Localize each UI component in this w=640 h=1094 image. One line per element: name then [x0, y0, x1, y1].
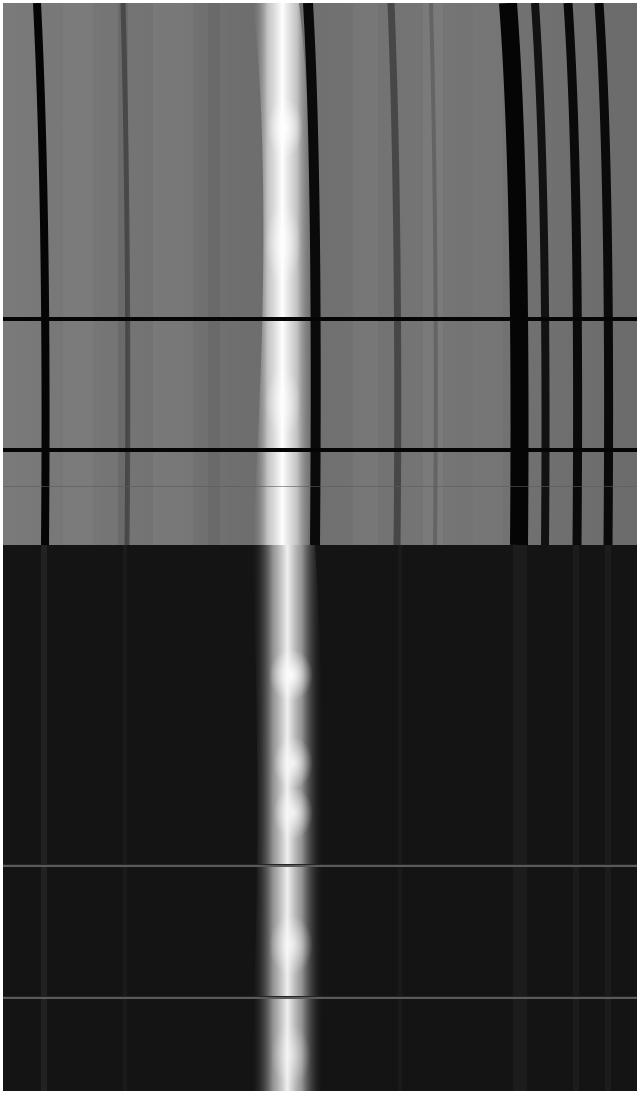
- emission-bright-spot: [267, 98, 303, 158]
- top-spectrum-panel: [3, 3, 637, 545]
- bottom-spectrum-graphic: [3, 545, 637, 1091]
- emission-bright-spot: [269, 649, 313, 701]
- horizontal-line: [3, 448, 637, 452]
- absorption-line: [508, 3, 520, 545]
- horizontal-line: [3, 317, 637, 321]
- absorption-line: [37, 3, 46, 545]
- top-spectrum-graphic: [3, 3, 637, 545]
- bottom-spectrum-panel: [3, 545, 637, 1091]
